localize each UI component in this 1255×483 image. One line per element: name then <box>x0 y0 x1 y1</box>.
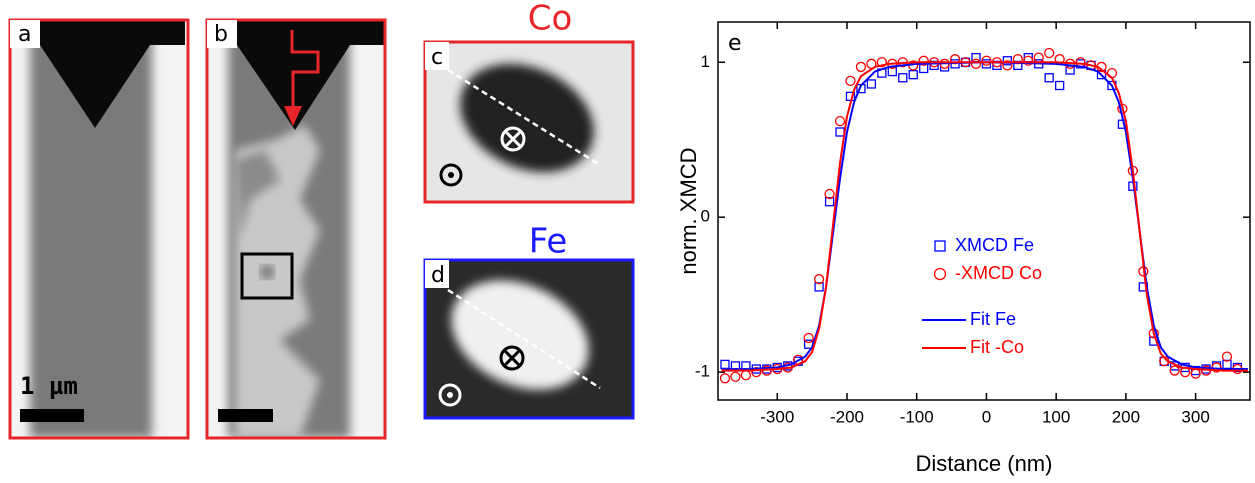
fit-line <box>721 61 1248 372</box>
data-point <box>845 75 856 87</box>
data-point <box>814 282 824 292</box>
x-tick-label: 200 <box>1112 407 1140 426</box>
data-point <box>1033 52 1044 63</box>
data-point <box>1190 368 1201 379</box>
chart: -300 -200 -100 0 100 200 300 -1 0 1 Distance (nm) n… <box>676 21 1251 476</box>
plot-frame <box>717 21 1251 401</box>
panel-label: e <box>728 31 742 56</box>
panel-b-frame <box>205 18 387 440</box>
data-point <box>824 197 835 207</box>
panel-label: b <box>214 22 228 47</box>
panel-c-frame <box>423 40 635 204</box>
y-tick-label: 0 <box>701 207 710 226</box>
out-symbol <box>439 163 463 187</box>
legend-symbol <box>933 267 947 281</box>
data-point <box>898 73 908 83</box>
panel-d-image <box>425 260 633 418</box>
data-point <box>740 370 752 381</box>
x-axis-label: Distance (nm) <box>916 451 1053 476</box>
panel-c-image <box>425 42 633 202</box>
legend-label: Fit -Co <box>970 337 1024 357</box>
data-point <box>835 127 845 137</box>
data-point <box>751 366 762 378</box>
label-box <box>425 260 449 288</box>
into-symbol <box>503 349 521 367</box>
data-point <box>855 61 867 73</box>
panel-a-image <box>10 20 188 438</box>
data-point <box>1023 55 1034 66</box>
data-point <box>918 55 929 66</box>
into-symbol <box>499 345 525 371</box>
label-box <box>425 42 449 70</box>
data-point <box>834 115 846 127</box>
data-point <box>970 58 982 69</box>
x-tick-label: 0 <box>982 407 991 426</box>
label-box <box>207 20 237 48</box>
data-point <box>1221 351 1233 362</box>
panel-label: c <box>431 45 443 70</box>
data-point <box>824 188 835 200</box>
out-symbol <box>438 383 462 407</box>
plot-area <box>719 47 1248 384</box>
label-box <box>10 20 40 48</box>
data-point <box>1055 80 1065 91</box>
data-point <box>1044 73 1054 83</box>
data-point <box>981 55 992 66</box>
data-point <box>719 373 731 384</box>
arrow <box>290 30 320 110</box>
legend-label: Fit Fe <box>970 309 1016 329</box>
data-point <box>803 332 814 344</box>
into-symbol <box>500 126 526 152</box>
x-tick-label: -300 <box>760 407 794 426</box>
legend-label: -XMCD Co <box>955 263 1042 283</box>
element-title: Co <box>528 0 573 39</box>
panel-b-image <box>207 20 385 438</box>
legend-label: XMCD Fe <box>955 235 1034 255</box>
panel-label: a <box>18 22 31 47</box>
scale-bar <box>218 409 273 422</box>
x-tick-label: -100 <box>900 407 934 426</box>
panel-d-frame <box>423 258 635 420</box>
y-tick-label: -1 <box>695 362 710 381</box>
scale-label: 1 µm <box>20 372 78 400</box>
panel-a-frame <box>8 18 190 440</box>
panel-label: d <box>431 263 445 288</box>
data-point <box>908 70 918 80</box>
element-title: Fe <box>529 222 568 262</box>
profile-line <box>447 288 601 390</box>
data-point <box>720 359 730 370</box>
data-point <box>1002 56 1013 66</box>
out-symbol <box>447 392 453 398</box>
data-point <box>876 57 888 68</box>
arrow-head <box>284 106 302 126</box>
data-point <box>813 274 825 285</box>
into-symbol <box>504 130 522 148</box>
y-axis-label: norm. XMCD <box>676 147 701 274</box>
data-point <box>1044 47 1055 59</box>
region-box <box>240 252 294 300</box>
data-point <box>887 66 897 77</box>
x-tick-label: 100 <box>1042 407 1070 426</box>
data-point <box>866 79 877 89</box>
x-tick-label: 300 <box>1181 407 1209 426</box>
y-tick-label: 1 <box>701 52 710 71</box>
data-point <box>1002 60 1013 71</box>
data-point <box>730 371 741 382</box>
scale-bar <box>20 409 84 422</box>
out-symbol <box>448 172 454 178</box>
data-point <box>1169 365 1180 376</box>
legend-symbol <box>934 240 946 252</box>
x-tick-label: -200 <box>830 407 864 426</box>
